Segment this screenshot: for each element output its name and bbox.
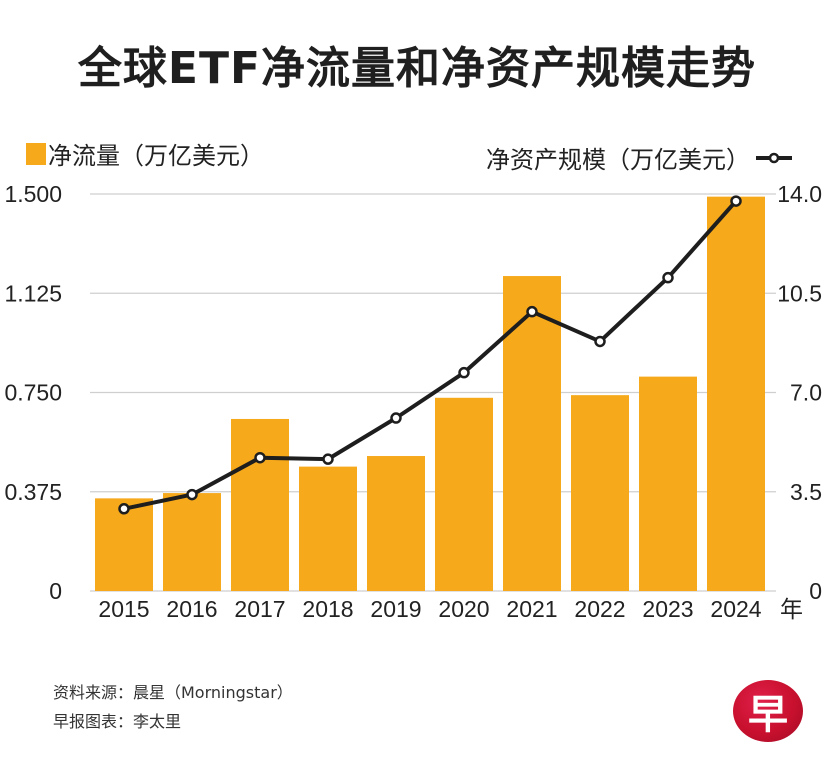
line-point-2017 xyxy=(254,451,266,464)
line-point-2018 xyxy=(322,453,334,465)
bar-2022 xyxy=(571,395,629,591)
y-right-tick-label: 7.0 xyxy=(790,380,822,406)
chart-plot: 0 0.375 0.750 1.125 1.500 0 3.5 7.0 10.5 14.0 20… xyxy=(4,181,822,622)
chart-title: 全球ETF净流量和净资产规模走势 xyxy=(77,43,757,94)
y-left-tick-label: 1.125 xyxy=(4,280,62,306)
legend-bar: 净流量（万亿美元） xyxy=(26,136,264,171)
x-axis: 2015 2016 2017 2018 2019 2020 2021 2022 2023 2024… xyxy=(98,596,803,622)
bar-2024 xyxy=(707,196,765,591)
x-axis-unit-label: 年 xyxy=(780,596,803,622)
zaobao-logo-icon: 早 xyxy=(733,680,803,742)
footer: 资料来源：晨星（Morningstar） 早报图表：李太里 xyxy=(53,678,293,736)
x-tick-label: 2018 xyxy=(302,596,353,622)
x-tick-label: 2020 xyxy=(438,596,489,622)
x-tick-label: 2015 xyxy=(98,596,149,622)
line-point-2020 xyxy=(458,366,470,379)
bar-2018 xyxy=(299,466,357,591)
x-tick-label: 2017 xyxy=(234,596,285,622)
credit-note: 早报图表：李太里 xyxy=(53,712,182,731)
x-tick-label: 2016 xyxy=(166,596,217,622)
legend-line-label: 净资产规模（万亿美元） xyxy=(486,146,750,174)
x-tick-label: 2019 xyxy=(370,596,421,622)
line-point-2015 xyxy=(118,503,130,515)
x-tick-label: 2024 xyxy=(710,596,761,622)
legend-bar-label: 净流量（万亿美元） xyxy=(48,142,264,170)
y-right-tick-label: 10.5 xyxy=(777,280,822,306)
y-left-tick-label: 1.500 xyxy=(4,181,62,207)
bar-2017 xyxy=(231,418,289,591)
line-point-2022 xyxy=(594,335,606,348)
y-left-tick-label: 0 xyxy=(49,578,62,604)
y-left-tick-label: 0.750 xyxy=(4,380,62,406)
x-tick-label: 2023 xyxy=(642,596,693,622)
y-axis-left: 0 0.375 0.750 1.125 1.500 xyxy=(4,181,62,604)
legend-line: 净资产规模（万亿美元） xyxy=(486,140,794,175)
bar-2019 xyxy=(367,456,425,591)
source-note: 资料来源：晨星（Morningstar） xyxy=(53,683,293,702)
y-axis-right: 0 3.5 7.0 10.5 14.0 xyxy=(777,181,822,604)
net-assets-line xyxy=(123,199,738,511)
line-point-2016 xyxy=(186,488,198,501)
y-right-tick-label: 3.5 xyxy=(790,479,822,505)
line-point-2024 xyxy=(730,195,742,207)
line-series xyxy=(118,195,742,515)
x-tick-label: 2022 xyxy=(574,596,625,622)
y-left-tick-label: 0.375 xyxy=(4,479,62,505)
bar-2016 xyxy=(163,493,221,591)
bar-2023 xyxy=(639,376,697,591)
bar-2021 xyxy=(503,276,561,591)
logo-glyph: 早 xyxy=(748,691,788,738)
line-point-2023 xyxy=(662,271,674,284)
x-tick-label: 2021 xyxy=(506,596,557,622)
y-right-tick-label: 14.0 xyxy=(777,181,822,207)
legend-bar-swatch-icon xyxy=(26,142,46,165)
legend-line-marker-icon xyxy=(756,152,792,163)
bar-2020 xyxy=(435,397,493,591)
line-point-2019 xyxy=(390,412,402,424)
y-right-tick-label: 0 xyxy=(809,578,822,604)
line-point-2021 xyxy=(526,305,538,318)
